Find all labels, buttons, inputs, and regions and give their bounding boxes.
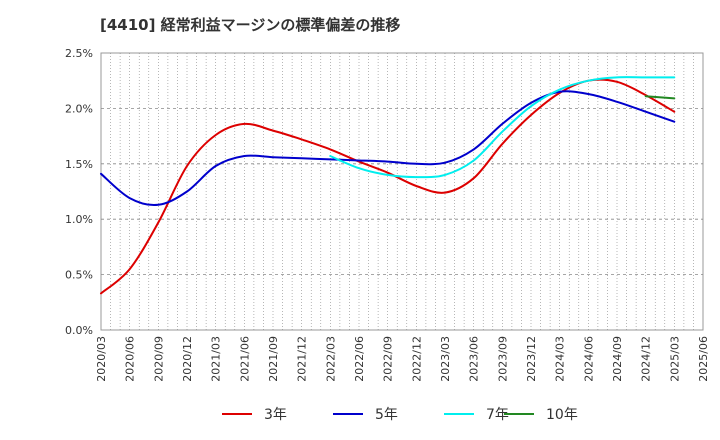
x-tick-label: 2020/03 bbox=[95, 336, 108, 382]
legend-item: 5年 bbox=[333, 402, 398, 426]
y-tick-label: 1.0% bbox=[65, 213, 93, 226]
x-tick-label: 2021/12 bbox=[296, 336, 309, 382]
series-lines bbox=[100, 76, 676, 295]
x-tick-label: 2020/12 bbox=[181, 336, 194, 382]
x-tick-label: 2023/06 bbox=[468, 336, 481, 382]
grid-lines bbox=[101, 53, 703, 330]
chart-legend: 3年 5年 7年 10年 bbox=[0, 402, 720, 426]
legend-label: 3年 bbox=[264, 407, 287, 423]
x-tick-label: 2021/03 bbox=[210, 336, 223, 382]
y-tick-label: 2.5% bbox=[65, 47, 93, 60]
series-line-2 bbox=[100, 90, 676, 207]
x-tick-label: 2024/12 bbox=[640, 336, 653, 382]
x-tick-label: 2020/09 bbox=[152, 336, 165, 382]
series-line-4 bbox=[644, 95, 676, 100]
x-tick-label: 2024/09 bbox=[611, 336, 624, 382]
x-tick-label: 2024/06 bbox=[582, 336, 595, 382]
series-line-3 bbox=[329, 76, 676, 179]
x-tick-label: 2022/03 bbox=[324, 336, 337, 382]
x-tick-label: 2024/03 bbox=[554, 336, 567, 382]
x-tick-label: 2025/06 bbox=[697, 336, 710, 382]
x-tick-label: 2022/06 bbox=[353, 336, 366, 382]
legend-swatch bbox=[333, 413, 363, 415]
x-tick-label: 2022/09 bbox=[382, 336, 395, 382]
legend-swatch bbox=[504, 413, 534, 415]
legend-item: 7年 bbox=[444, 402, 509, 426]
plot-area bbox=[100, 52, 704, 331]
x-tick-label: 2021/06 bbox=[238, 336, 251, 382]
legend-swatch bbox=[222, 413, 252, 415]
x-tick-label: 2022/12 bbox=[410, 336, 423, 382]
y-axis-ticks: 0.0% 0.5% 1.0% 1.5% 2.0% 2.5% bbox=[65, 47, 93, 337]
x-tick-label: 2023/12 bbox=[525, 336, 538, 382]
legend-swatch bbox=[444, 413, 474, 415]
legend-label: 10年 bbox=[546, 407, 578, 423]
chart-title: [4410] 経常利益マージンの標準偏差の推移 bbox=[100, 16, 401, 34]
legend-item: 10年 bbox=[504, 402, 578, 426]
x-tick-label: 2025/03 bbox=[668, 336, 681, 382]
y-tick-label: 2.0% bbox=[65, 102, 93, 115]
x-tick-label: 2023/03 bbox=[439, 336, 452, 382]
legend-label: 5年 bbox=[375, 407, 398, 423]
legend-label: 7年 bbox=[486, 407, 509, 423]
x-tick-label: 2020/06 bbox=[124, 336, 137, 382]
x-tick-label: 2021/09 bbox=[267, 336, 280, 382]
y-tick-label: 1.5% bbox=[65, 158, 93, 171]
y-tick-label: 0.0% bbox=[65, 324, 93, 337]
x-tick-label: 2023/09 bbox=[496, 336, 509, 382]
x-axis-ticks: 2020/03 2020/06 2020/09 2020/12 2021/03 2021/… bbox=[95, 336, 710, 382]
y-tick-label: 0.5% bbox=[65, 269, 93, 282]
legend-item: 3年 bbox=[222, 402, 287, 426]
